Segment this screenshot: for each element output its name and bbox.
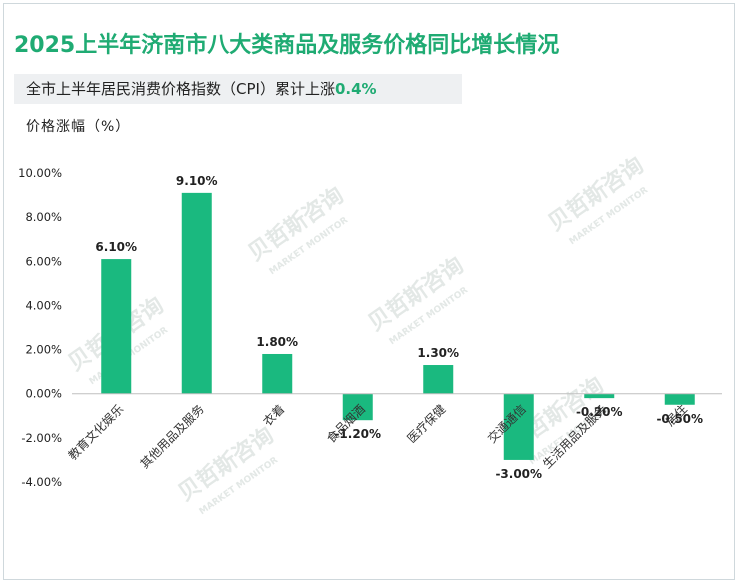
y-tick-label: 2.00% bbox=[25, 343, 62, 357]
data-label: 1.30% bbox=[417, 346, 459, 360]
category-label: 其他用品及服务 bbox=[137, 401, 207, 471]
data-label: -1.20% bbox=[334, 427, 381, 441]
bar bbox=[503, 393, 534, 460]
bar bbox=[423, 365, 454, 394]
cpi-banner-value: 0.4% bbox=[334, 80, 377, 98]
y-tick-labels: 10.00% 8.00% 6.00% 4.00% 2.00% 0.00% -2.00% -4.… bbox=[18, 166, 62, 489]
bar bbox=[664, 393, 695, 405]
y-tick-label: 8.00% bbox=[25, 210, 62, 224]
data-label: -3.00% bbox=[495, 467, 542, 481]
data-label: -0.20% bbox=[576, 405, 623, 419]
y-tick-label: 10.00% bbox=[18, 166, 62, 180]
cpi-banner: 全市上半年居民消费价格指数（CPI）累计上涨0.4% bbox=[14, 74, 462, 104]
category-label: 医疗保健 bbox=[405, 402, 449, 446]
bar bbox=[101, 259, 132, 394]
data-label: 9.10% bbox=[176, 174, 218, 188]
bar bbox=[181, 192, 212, 394]
y-tick-label: 6.00% bbox=[25, 254, 62, 268]
data-label: -0.50% bbox=[656, 412, 703, 426]
bar bbox=[584, 393, 615, 399]
chart-title: 2025上半年济南市八大类商品及服务价格同比增长情况 bbox=[14, 33, 560, 58]
y-tick-label: -2.00% bbox=[21, 431, 62, 445]
data-label: 6.10% bbox=[95, 240, 137, 254]
bars bbox=[101, 192, 695, 460]
cpi-banner-text: 全市上半年居民消费价格指数（CPI）累计上涨 bbox=[26, 80, 335, 98]
data-labels: 6.10% 9.10% 1.80% -1.20% 1.30% -3.00% -0.20% -0… bbox=[95, 174, 703, 481]
y-tick-label: 0.00% bbox=[25, 387, 62, 401]
bar bbox=[262, 353, 293, 394]
data-label: 1.80% bbox=[256, 335, 298, 349]
y-tick-label: 4.00% bbox=[25, 298, 62, 312]
category-label: 教育文化娱乐 bbox=[65, 401, 127, 463]
y-axis-title: 价格涨幅（%） bbox=[26, 119, 131, 135]
y-tick-label: -4.00% bbox=[21, 475, 62, 489]
bar bbox=[342, 393, 373, 421]
chart-frame bbox=[3, 3, 735, 580]
